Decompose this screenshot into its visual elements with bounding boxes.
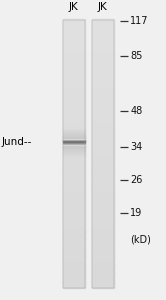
- Text: Jund--: Jund--: [2, 137, 32, 147]
- Text: 117: 117: [130, 16, 149, 26]
- Text: 26: 26: [130, 175, 143, 185]
- Text: 34: 34: [130, 142, 143, 152]
- Bar: [92, 20, 114, 288]
- Text: 48: 48: [130, 106, 143, 116]
- Text: JK: JK: [98, 2, 108, 12]
- Text: 19: 19: [130, 208, 143, 218]
- Text: (kD): (kD): [130, 235, 151, 245]
- Bar: [63, 20, 85, 288]
- Text: 85: 85: [130, 50, 143, 61]
- Text: JK: JK: [69, 2, 79, 12]
